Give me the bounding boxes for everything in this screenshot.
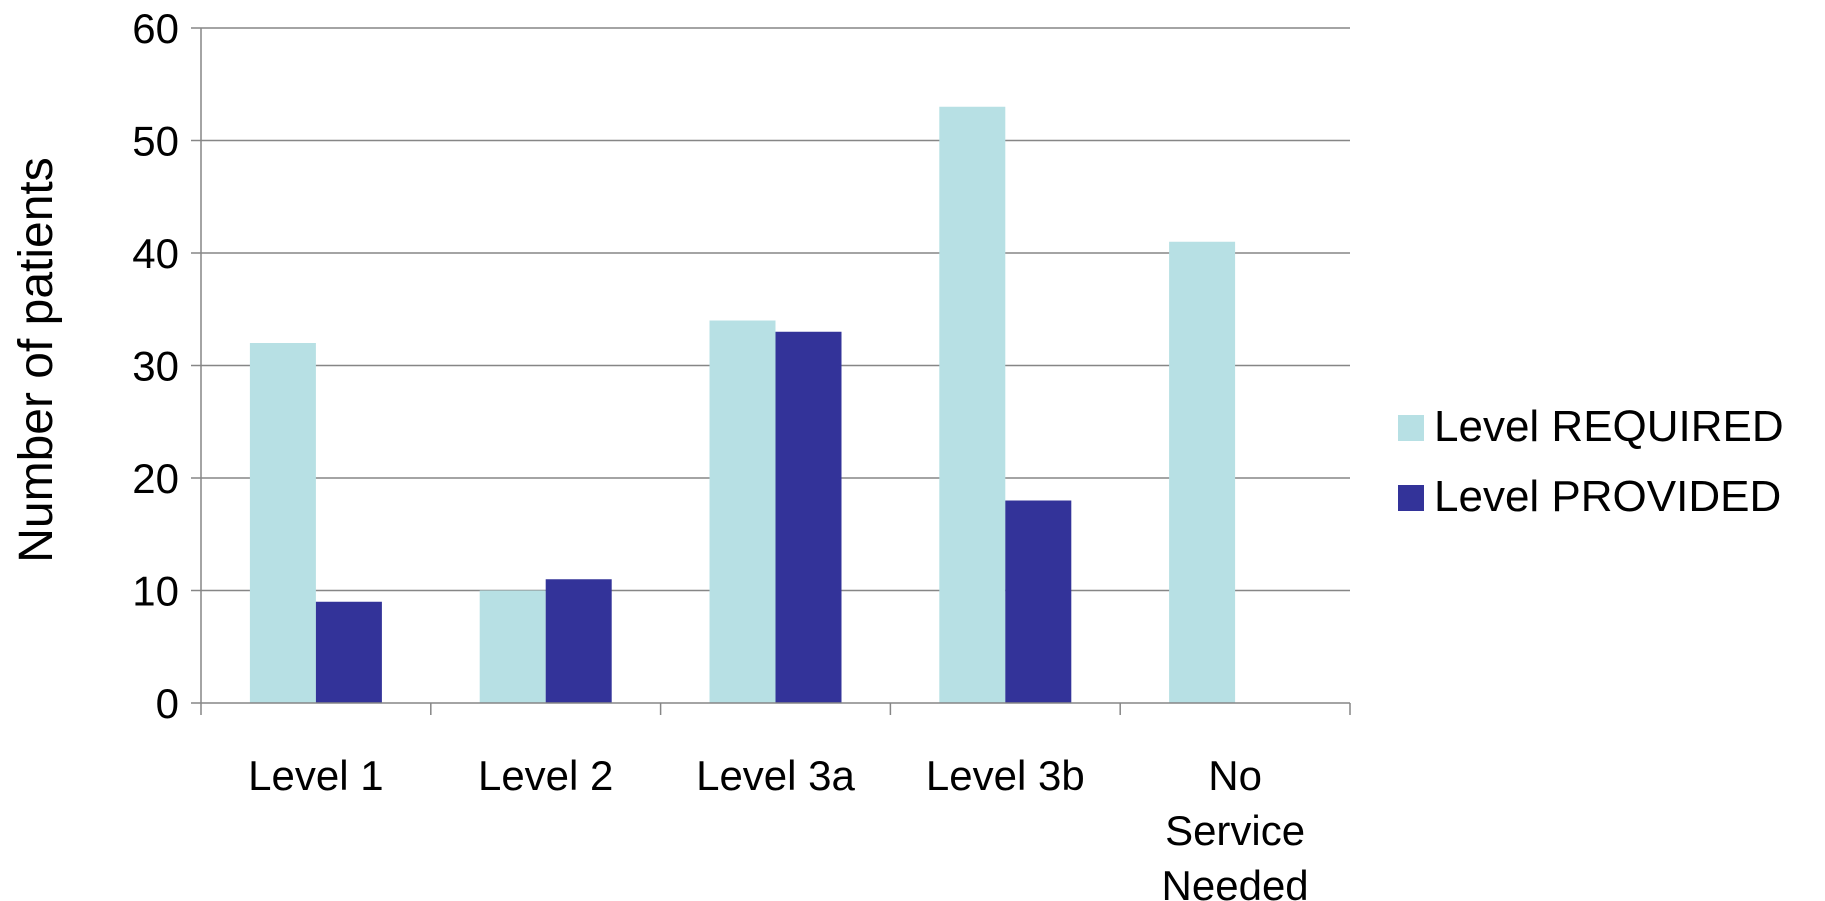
x-category-label-line: Level 1 — [248, 752, 383, 799]
bar-level-provided — [315, 601, 382, 703]
axes — [191, 27, 1351, 715]
y-tick-label: 40 — [132, 230, 179, 277]
x-category-label-line: Level 3a — [696, 752, 855, 799]
y-tick-label: 30 — [132, 343, 179, 390]
x-category-labels: Level 1 Level 2 Level 3a Level 3b No Service N… — [248, 752, 1308, 901]
y-tick-labels: 0 10 20 30 40 50 60 — [132, 5, 179, 727]
x-category-label: Level 1 — [248, 752, 383, 799]
bars — [249, 106, 1236, 703]
bar-level-required — [1169, 241, 1236, 703]
legend-swatch — [1398, 485, 1424, 511]
bar-level-required — [479, 590, 546, 703]
legend-label: Level REQUIRED — [1434, 402, 1784, 451]
bar-level-provided — [775, 331, 842, 703]
x-category-label-line: Needed — [1162, 862, 1309, 901]
y-tick-label: 0 — [156, 680, 179, 727]
x-category-label-line: Level 3b — [926, 752, 1085, 799]
x-category-label: Level 2 — [478, 752, 613, 799]
legend-label: Level PROVIDED — [1434, 472, 1781, 521]
bar-level-required — [939, 106, 1006, 703]
bar-level-required — [709, 320, 776, 703]
bar-level-required — [249, 343, 316, 703]
x-category-label: Level 3a — [696, 752, 855, 799]
y-tick-label: 50 — [132, 118, 179, 165]
y-tick-label: 60 — [132, 5, 179, 52]
y-axis-title: Number of patients — [10, 157, 63, 563]
legend-swatch — [1398, 415, 1424, 441]
y-tick-label: 20 — [132, 455, 179, 502]
x-category-label: No Service Needed — [1162, 752, 1309, 901]
x-category-label-line: No — [1208, 752, 1262, 799]
y-tick-label: 10 — [132, 568, 179, 615]
x-category-label-line: Level 2 — [478, 752, 613, 799]
legend: Level REQUIRED Level PROVIDED — [1398, 402, 1784, 521]
x-category-label-line: Service — [1165, 807, 1305, 854]
bar-level-provided — [545, 579, 612, 703]
x-category-label: Level 3b — [926, 752, 1085, 799]
bar-level-provided — [1005, 500, 1072, 703]
